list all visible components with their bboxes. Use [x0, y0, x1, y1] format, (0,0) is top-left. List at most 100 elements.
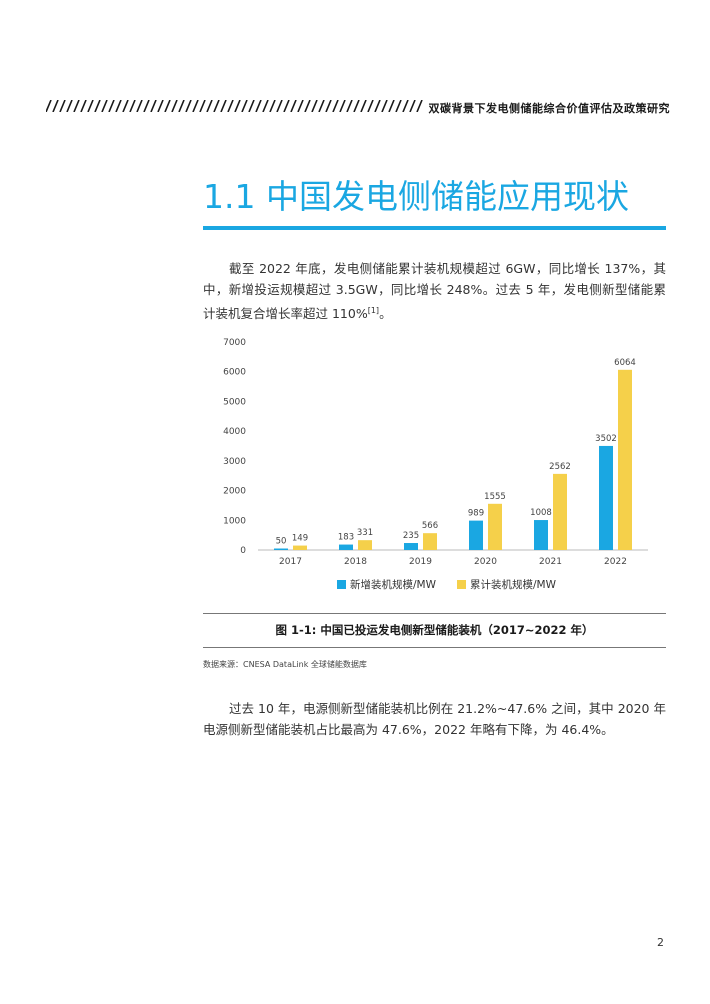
data-label: 2562	[549, 462, 571, 472]
header-stripe	[129, 100, 136, 112]
section-title: 1.1 中国发电侧储能应用现状	[203, 177, 629, 216]
bar-cumulative-capacity	[553, 473, 567, 550]
paragraph-1-end: 。	[379, 306, 392, 322]
header-stripe	[283, 100, 290, 112]
figure-caption: 图 1-1: 中国已投运发电侧新型储能装机（2017~2022 年）	[275, 623, 594, 637]
reference-mark: [1]	[367, 306, 380, 315]
header-stripe	[157, 100, 164, 112]
legend-item-cumulative: 累计装机规模/MW	[457, 577, 556, 592]
header-stripe	[220, 100, 227, 112]
bar-cumulative-capacity	[488, 503, 502, 550]
header-decorative-stripes	[46, 100, 423, 112]
header-stripe	[59, 100, 66, 112]
header-stripe	[416, 100, 423, 112]
header-stripe	[46, 100, 52, 112]
header-stripe	[206, 100, 213, 112]
data-label: 235	[403, 531, 419, 541]
y-tick-label: 1000	[223, 516, 246, 526]
header-stripe	[87, 100, 94, 112]
x-tick-label: 2022	[604, 557, 627, 567]
header-stripe	[101, 100, 108, 112]
header-stripe	[290, 100, 297, 112]
header-stripe	[311, 100, 318, 112]
x-tick-label: 2019	[409, 557, 432, 567]
paragraph-2: 过去 10 年，电源侧新型储能装机比例在 21.2%~47.6% 之间，其中 2…	[203, 701, 666, 737]
header-stripe	[234, 100, 241, 112]
x-tick-label: 2018	[344, 557, 367, 567]
header-stripe	[108, 100, 115, 112]
data-label: 331	[357, 528, 373, 538]
header-stripe	[255, 100, 262, 112]
x-tick-label: 2017	[279, 557, 302, 567]
header-stripe	[192, 100, 199, 112]
header-stripe	[94, 100, 101, 112]
header-stripe	[332, 100, 339, 112]
bar-new-capacity	[339, 544, 353, 550]
header-stripe	[248, 100, 255, 112]
header-stripe	[374, 100, 381, 112]
bar-cumulative-capacity	[618, 369, 632, 550]
paragraph-1: 截至 2022 年底，发电侧储能累计装机规模超过 6GW，同比增长 137%，其…	[203, 258, 666, 324]
header-stripe	[171, 100, 178, 112]
header-stripe	[269, 100, 276, 112]
y-tick-label: 6000	[223, 368, 246, 378]
header-stripe	[276, 100, 283, 112]
bar-new-capacity	[274, 548, 288, 550]
data-source: 数据来源：CNESA DataLink 全球储能数据库	[203, 660, 367, 669]
caption-bottom-rule	[203, 647, 666, 648]
data-label: 183	[338, 533, 354, 543]
data-label: 989	[468, 509, 484, 519]
header-stripe	[185, 100, 192, 112]
bar-chart: 0 1000 2000 3000 4000 5000 6000 7000 2017 50 149 20…	[223, 338, 648, 567]
y-tick-label: 3000	[223, 457, 246, 467]
header-stripe	[360, 100, 367, 112]
header-stripe	[409, 100, 416, 112]
header-stripe	[213, 100, 220, 112]
header-stripe	[66, 100, 73, 112]
header-stripe	[353, 100, 360, 112]
header-stripe	[318, 100, 325, 112]
section-title-underline	[203, 226, 666, 230]
header-stripe	[402, 100, 409, 112]
header-stripe	[178, 100, 185, 112]
bar-cumulative-capacity	[423, 533, 437, 550]
bar-new-capacity	[534, 520, 548, 550]
bar-cumulative-capacity	[293, 545, 307, 550]
header-stripe	[388, 100, 395, 112]
page-number: 2	[657, 936, 664, 949]
caption-top-rule	[203, 613, 666, 614]
header-stripe	[199, 100, 206, 112]
data-label: 1008	[530, 508, 552, 518]
header-stripe	[304, 100, 311, 112]
bar-new-capacity	[404, 543, 418, 550]
header-stripe	[136, 100, 143, 112]
legend-swatch-new	[337, 580, 346, 589]
header-stripe	[241, 100, 248, 112]
header-title: 双碳背景下发电侧储能综合价值评估及政策研究	[428, 102, 670, 115]
legend-label-cumulative: 累计装机规模/MW	[470, 579, 556, 591]
data-label: 3502	[595, 434, 617, 444]
header-stripe	[297, 100, 304, 112]
y-tick-label: 0	[240, 546, 246, 556]
header-stripe	[325, 100, 332, 112]
legend-item-new: 新增装机规模/MW	[337, 577, 436, 592]
x-tick-label: 2021	[539, 557, 562, 567]
legend-swatch-cumulative	[457, 580, 466, 589]
header-stripe	[381, 100, 388, 112]
data-label: 6064	[614, 358, 636, 368]
header-stripe	[164, 100, 171, 112]
header-stripe	[227, 100, 234, 112]
header-stripe	[122, 100, 129, 112]
header-stripe	[143, 100, 150, 112]
data-label: 1555	[484, 492, 506, 502]
data-label: 50	[276, 537, 287, 547]
data-label: 149	[292, 534, 308, 544]
header-stripe	[73, 100, 80, 112]
header-stripe	[150, 100, 157, 112]
y-tick-label: 2000	[223, 487, 246, 497]
header-stripe	[262, 100, 269, 112]
y-tick-label: 5000	[223, 397, 246, 407]
data-label: 566	[422, 521, 438, 531]
header-stripe	[52, 100, 59, 112]
bar-new-capacity	[469, 520, 483, 550]
